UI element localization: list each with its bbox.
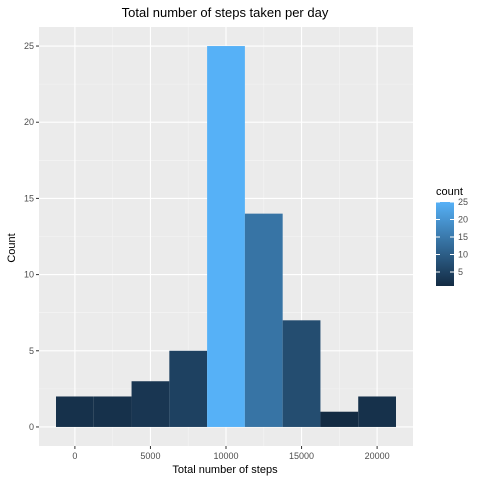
legend-tick-label: 20 [458,215,468,225]
legend-tick-label: 25 [458,197,468,207]
y-tick-label: 5 [29,346,34,356]
histogram-bar-2 [93,396,132,427]
x-tick-label: 0 [72,451,77,461]
y-tick-label: 20 [24,117,34,127]
histogram-bar-6 [244,213,283,427]
x-axis-title: Total number of steps [172,464,278,476]
y-tick-label: 15 [24,193,34,203]
histogram-bar-9 [358,396,396,427]
histogram-bar-3 [131,381,170,427]
histogram-bar-5 [207,46,245,427]
y-axis-title: Count [6,233,18,262]
legend-tick-label: 10 [458,250,468,260]
legend-tick-label: 5 [458,267,463,277]
histogram-bar-1 [56,396,94,427]
x-tick-label: 20000 [365,451,390,461]
plot-panel [39,27,413,446]
histogram-bars [56,46,396,427]
chart-title: Total number of steps taken per day [122,5,329,20]
color-legend: count 5 10 15 20 25 [436,186,468,286]
y-tick-label: 0 [29,422,34,432]
y-tick-label: 10 [24,270,34,280]
x-tick-label: 5000 [140,451,160,461]
legend-tick-label: 15 [458,232,468,242]
histogram-bar-4 [169,350,208,427]
histogram-bar-7 [282,320,321,427]
axes: 0 5 10 15 20 25 0 5000 10000 15000 20000 [24,41,390,461]
y-tick-label: 25 [24,41,34,51]
legend-colorbar [436,202,454,286]
legend-title: count [436,186,463,198]
x-tick-label: 10000 [213,451,238,461]
histogram-bar-8 [320,411,359,427]
x-tick-label: 15000 [289,451,314,461]
